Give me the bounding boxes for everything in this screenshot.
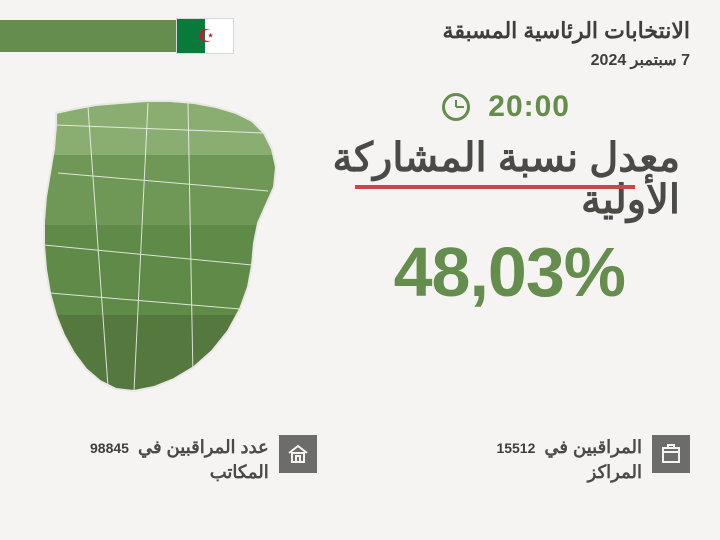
centers-icon xyxy=(652,435,690,473)
clock-icon xyxy=(442,93,470,121)
stat-centers-suffix: المراكز xyxy=(496,460,642,485)
header-title: الانتخابات الرئاسية المسبقة xyxy=(443,18,690,44)
time-value: 20:00 xyxy=(488,90,570,124)
time-row: 20:00 xyxy=(442,90,570,124)
algeria-map xyxy=(8,95,308,405)
offices-icon xyxy=(279,435,317,473)
stat-centers-prefix: المراقبين في xyxy=(544,437,642,457)
algeria-flag-icon: ☪︎ xyxy=(176,18,234,54)
participation-percentage: 48,03% xyxy=(394,232,625,312)
stat-offices-suffix: المكاتب xyxy=(90,460,269,485)
headline: معدل نسبة المشاركة الأولية xyxy=(333,135,680,223)
stat-centers-value: 15512 xyxy=(496,439,535,459)
stat-offices-value: 98845 xyxy=(90,439,129,459)
header-date: 7 سبتمبر 2024 xyxy=(443,50,690,70)
header: الانتخابات الرئاسية المسبقة 7 سبتمبر 202… xyxy=(443,18,690,70)
stat-centers: المراقبين في 15512 المراكز xyxy=(496,435,690,485)
stat-offices-prefix: عدد المراقبين في xyxy=(138,437,269,457)
headline-line1: معدل نسبة المشاركة xyxy=(333,135,680,181)
headline-line2: الأولية xyxy=(333,177,680,223)
headline-underline xyxy=(355,185,635,189)
flag-banner: ☪︎ xyxy=(0,20,190,52)
stat-offices: عدد المراقبين في 98845 المكاتب xyxy=(90,435,317,485)
